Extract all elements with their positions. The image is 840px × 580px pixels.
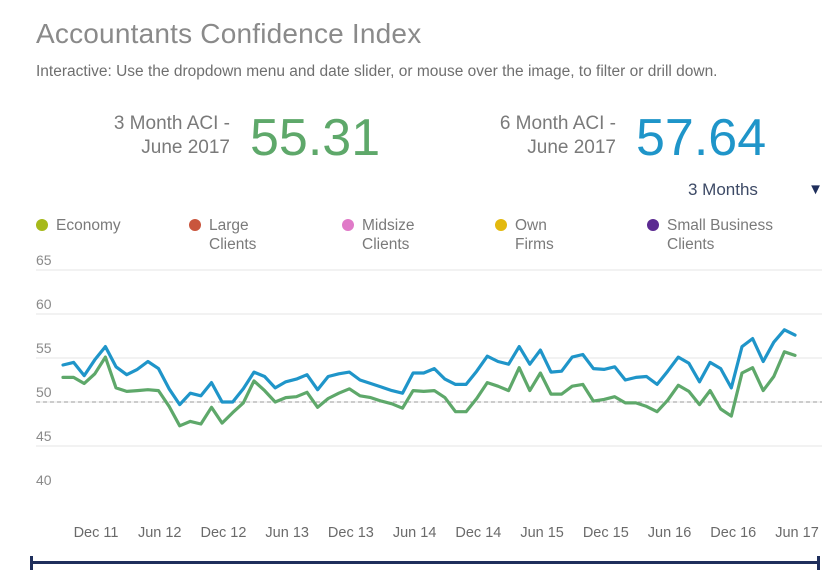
page-title: Accountants Confidence Index [36, 18, 422, 49]
x-tick-label: Jun 16 [648, 525, 692, 541]
x-tick-label: Dec 15 [583, 525, 629, 541]
legend-label-large-clients: Large Clients [209, 217, 257, 253]
x-tick-label: Dec 13 [328, 525, 374, 541]
x-tick-label: Jun 15 [520, 525, 564, 541]
y-tick-label: 50 [36, 384, 52, 400]
kpi-6month-label-line1: 6 Month ACI - [499, 113, 616, 134]
legend-label-own-firms: Own Firms [515, 217, 554, 253]
x-tick-label: Dec 16 [710, 525, 756, 541]
kpi-3month-value: 55.31 [250, 109, 381, 167]
date-slider-end-handle[interactable] [817, 556, 820, 570]
series-line-6-month-aci[interactable] [61, 328, 797, 407]
date-slider-start-handle[interactable] [30, 556, 33, 570]
line-chart[interactable]: 40 45 50 55 60 65 Dec 11 Jun 12 Dec 12 Jun 13 Dec … [0, 250, 840, 550]
x-tick-label: Jun 12 [138, 525, 182, 541]
x-tick-label: Dec 12 [200, 525, 246, 541]
y-tick-label: 40 [36, 472, 52, 488]
legend-dot-small-business-clients [647, 219, 659, 231]
y-tick-label: 65 [36, 252, 52, 268]
legend-dot-own-firms [495, 219, 507, 231]
legend-dot-large-clients [189, 219, 201, 231]
date-slider-track[interactable] [30, 561, 820, 564]
y-tick-label: 60 [36, 296, 52, 312]
page-subtitle: Interactive: Use the dropdown menu and d… [36, 63, 718, 80]
legend-label-midsize-clients: Midsize Clients [362, 217, 415, 253]
x-tick-label: Jun 17 [775, 525, 819, 541]
y-tick-label: 55 [36, 340, 52, 356]
x-tick-label: Jun 13 [265, 525, 309, 541]
kpi-6month-label: 6 Month ACI - June 2017 [440, 112, 616, 160]
x-tick-label: Dec 11 [74, 525, 119, 541]
x-tick-label: Jun 14 [393, 525, 437, 541]
kpi-3month-label: 3 Month ACI - June 2017 [60, 112, 230, 160]
legend-label-small-business-clients: Small Business Clients [667, 217, 773, 253]
triangle-down-icon[interactable]: ▼ [808, 181, 823, 198]
kpi-6month-label-line2: June 2017 [527, 137, 616, 158]
y-tick-label: 45 [36, 428, 52, 444]
period-dropdown-value: 3 Months [688, 180, 758, 199]
legend-label-economy: Economy [56, 217, 121, 234]
kpi-3month-label-line2: June 2017 [141, 137, 230, 158]
series-line-3-month-aci[interactable] [61, 350, 797, 428]
legend-dot-economy [36, 219, 48, 231]
kpi-3month-label-line1: 3 Month ACI - [113, 113, 230, 134]
x-tick-label: Dec 14 [455, 525, 501, 541]
kpi-6month-value: 57.64 [636, 109, 767, 167]
legend-dot-midsize-clients [342, 219, 354, 231]
date-range-slider[interactable] [30, 556, 820, 570]
period-dropdown[interactable]: 3 Months ▼ [688, 178, 833, 204]
